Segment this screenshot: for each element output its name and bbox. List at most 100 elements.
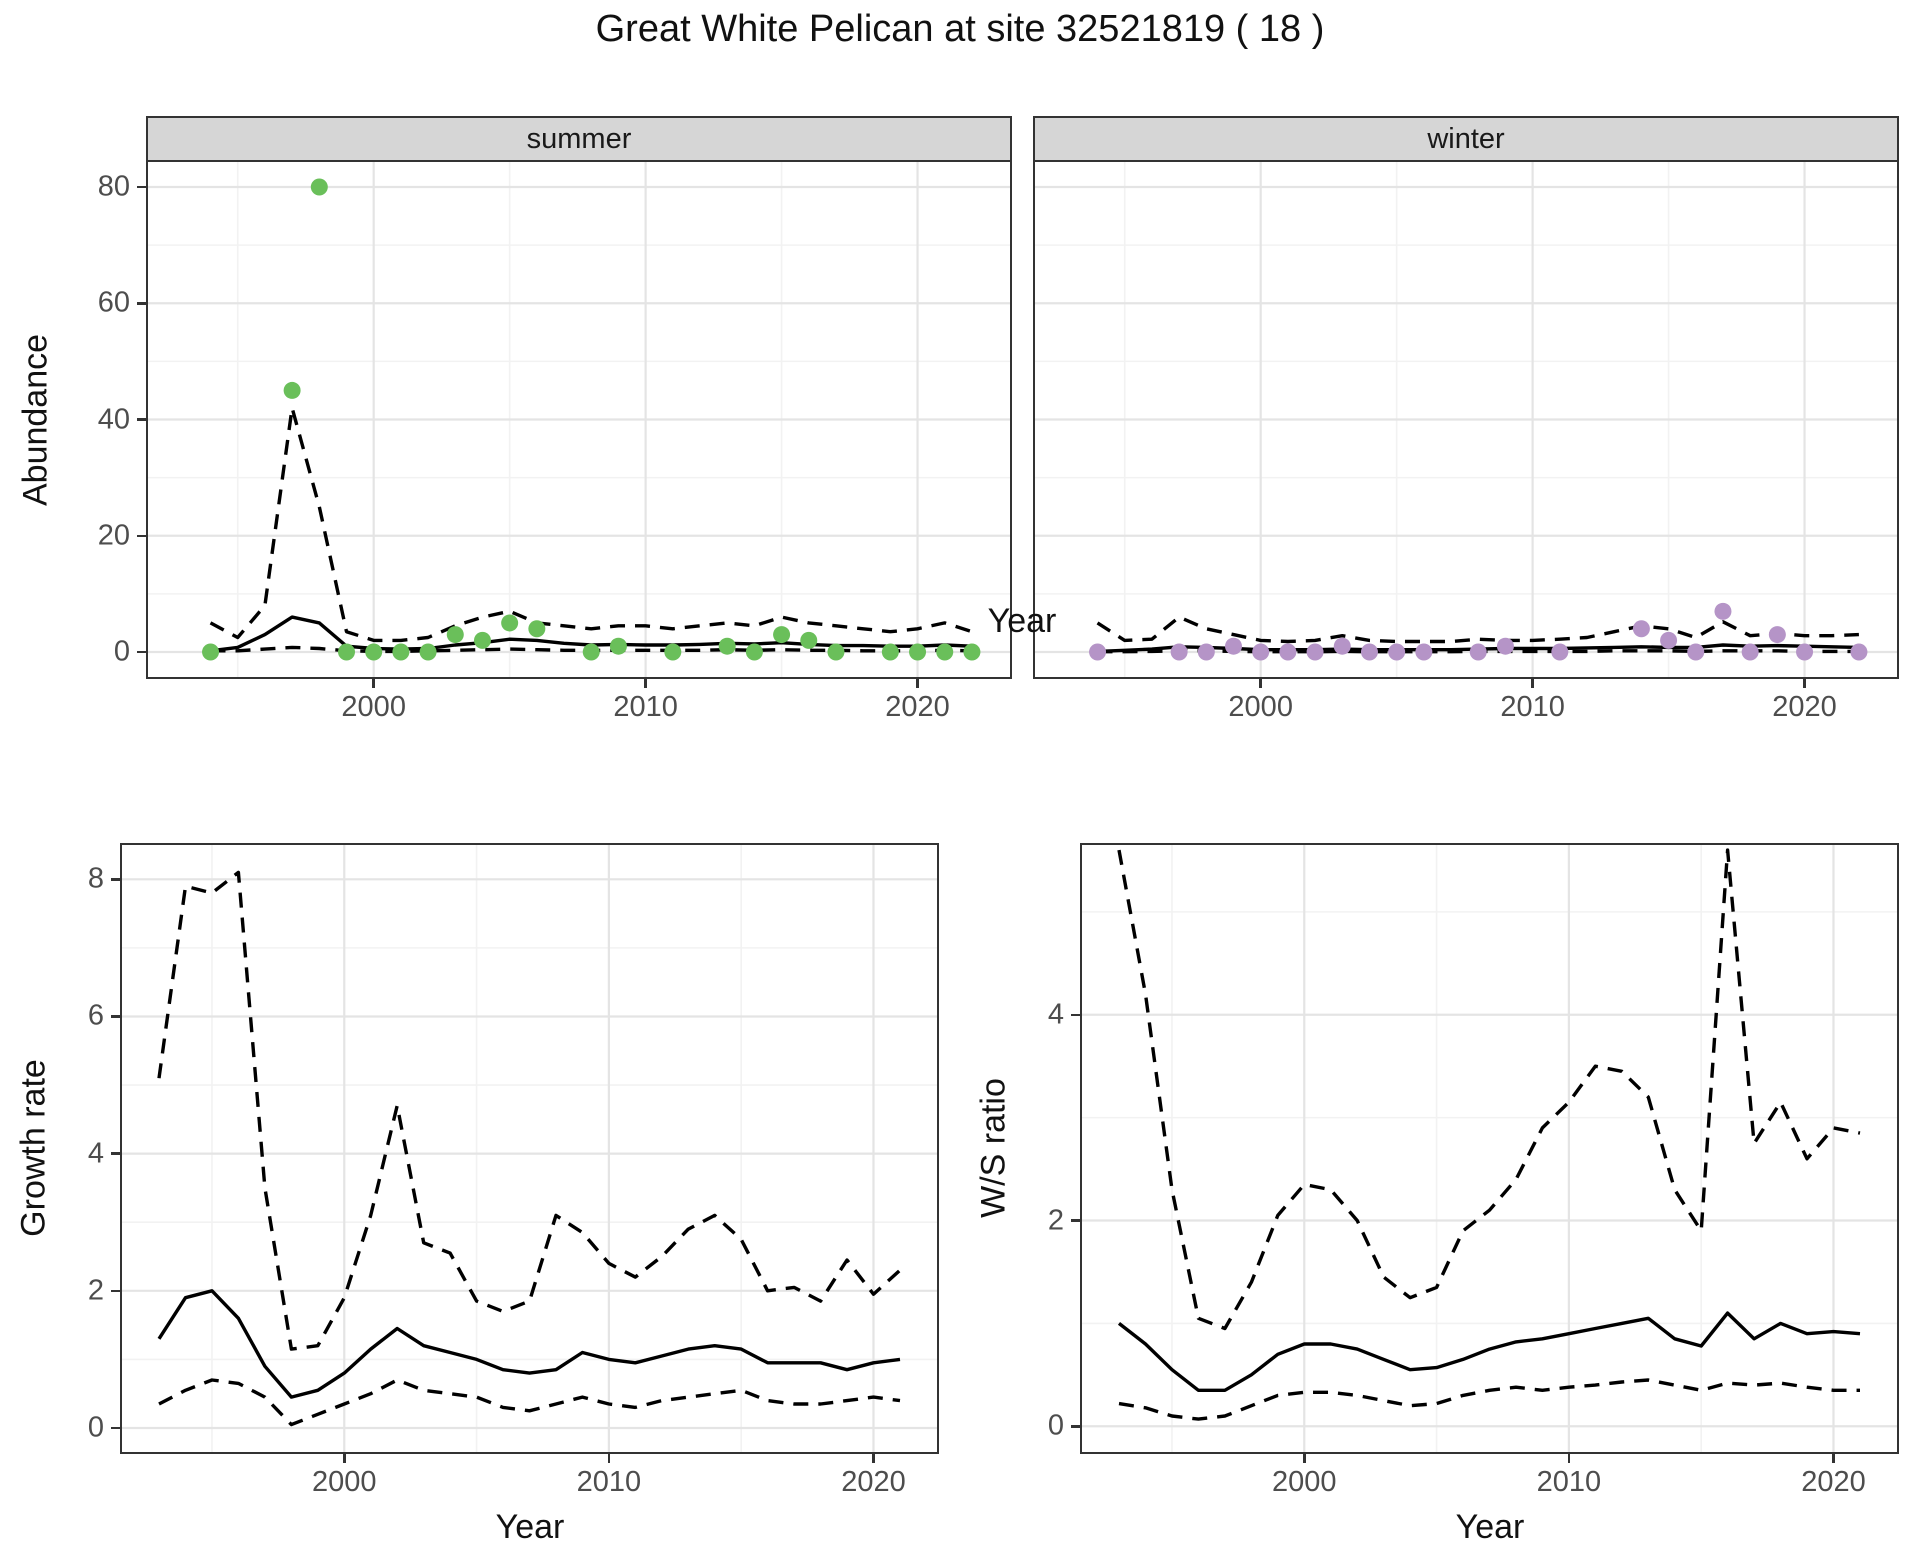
abundance_summer-data-point	[800, 631, 818, 649]
x-tick-label: 2000	[1272, 1466, 1337, 1498]
ws_ratio-mean-line	[1117, 1311, 1861, 1392]
abundance_summer-data-point	[365, 643, 383, 661]
year-axis-title-bottom-left: Year	[495, 1508, 565, 1546]
abundance_winter-data-point	[1551, 643, 1569, 661]
y-tick-mark	[137, 650, 146, 654]
x-tick-label: 2000	[312, 1466, 377, 1498]
abundance_winter-data-point	[1469, 643, 1487, 661]
abundance_summer-data-point	[909, 643, 927, 661]
x-tick-label: 2000	[341, 691, 406, 723]
y-tick-label: 0	[113, 635, 130, 668]
x-tick-mark	[1303, 1454, 1306, 1463]
abundance_winter-data-point	[1660, 631, 1678, 649]
abundance_summer-data-point	[773, 626, 791, 644]
abundance_summer-data-point	[936, 643, 954, 661]
abundance_winter-data-point	[1415, 643, 1433, 661]
y-tick-mark	[111, 1015, 120, 1018]
year-axis-title-top: Year	[987, 602, 1057, 640]
abundance_winter-data-point	[1632, 620, 1650, 638]
x-tick-label: 2010	[1536, 1466, 1602, 1498]
abundance_winter-data-point	[1687, 643, 1705, 661]
x-tick-label: 2020	[1772, 691, 1837, 723]
abundance_summer-data-point	[310, 178, 328, 196]
abundance_summer-data-point	[338, 643, 356, 661]
x-tick-mark	[644, 679, 647, 688]
y-tick-mark	[111, 1152, 120, 1155]
abundance_summer-data-point	[392, 643, 410, 661]
abundance-axis-title: Abundance	[16, 333, 55, 507]
abundance_summer-data-point	[745, 643, 763, 661]
y-tick-label: 80	[97, 170, 130, 203]
x-tick-mark	[607, 1454, 611, 1463]
abundance_summer-data-point	[202, 643, 220, 661]
ws_ratio-lower-ci-line	[1118, 1378, 1860, 1421]
y-tick-label: 60	[97, 286, 130, 319]
abundance_winter-data-point	[1279, 643, 1297, 661]
ws-ratio-panel	[1082, 845, 1897, 1452]
abundance-summer-panel	[148, 162, 1010, 677]
y-tick-label: 40	[97, 403, 130, 435]
y-tick-mark	[1071, 1013, 1080, 1017]
y-tick-mark	[137, 418, 146, 421]
abundance_winter-data-point	[1306, 643, 1324, 661]
abundance_summer-data-point	[881, 643, 899, 661]
ws-ratio-axis-title: W/S ratio	[974, 1078, 1013, 1218]
x-tick-mark	[916, 679, 919, 688]
y-tick-mark	[1071, 1219, 1080, 1222]
growth-rate-axis-title: Growth rate	[14, 1059, 53, 1237]
abundance_summer-data-point	[283, 381, 301, 399]
abundance_winter-upper-ci-line	[1096, 615, 1859, 644]
abundance_winter-data-point	[1388, 643, 1406, 661]
x-tick-mark	[1259, 679, 1262, 688]
x-tick-mark	[1531, 679, 1534, 688]
x-tick-mark	[1832, 1454, 1835, 1463]
abundance_winter-data-point	[1252, 643, 1270, 661]
y-tick-label: 6	[87, 999, 104, 1032]
abundance_summer-data-point	[664, 643, 682, 661]
growth_rate-mean-line	[157, 1289, 901, 1399]
abundance_winter-data-point	[1170, 643, 1188, 661]
y-tick-mark	[137, 302, 146, 305]
abundance_winter-data-point	[1768, 626, 1786, 644]
abundance-winter-panel	[1035, 162, 1897, 677]
abundance_winter-data-point	[1496, 637, 1514, 655]
abundance_summer-data-point	[582, 643, 600, 661]
y-tick-label: 2	[87, 1274, 104, 1307]
x-tick-label: 2010	[1500, 691, 1565, 723]
x-tick-mark	[343, 1454, 346, 1463]
x-tick-label: 2020	[841, 1466, 906, 1498]
y-tick-label: 20	[97, 519, 130, 552]
page-title: Great White Pelican at site 32521819 ( 1…	[595, 8, 1325, 50]
y-tick-mark	[137, 185, 146, 189]
growth-rate-panel	[122, 845, 937, 1452]
abundance_summer-data-point	[827, 643, 845, 661]
facet-strip-summer: summer	[146, 116, 1012, 162]
x-tick-label: 2020	[1801, 1466, 1866, 1498]
x-tick-label: 2020	[885, 691, 950, 723]
y-tick-mark	[137, 534, 146, 538]
abundance_summer-data-point	[528, 620, 546, 638]
x-tick-label: 2010	[613, 691, 678, 723]
y-tick-mark	[1071, 1425, 1080, 1428]
abundance_summer-data-point	[609, 637, 627, 655]
growth_rate-upper-ci-line	[157, 870, 902, 1351]
y-tick-mark	[111, 1289, 120, 1293]
x-tick-mark	[1803, 679, 1806, 688]
x-tick-label: 2010	[576, 1466, 642, 1498]
y-tick-mark	[111, 1426, 120, 1430]
growth_rate-lower-ci-line	[158, 1378, 901, 1427]
abundance_winter-data-point	[1850, 643, 1868, 661]
ws_ratio-upper-ci-line	[1117, 848, 1861, 1331]
facet-strip-winter: winter	[1033, 116, 1899, 162]
facet-strip-winter-label: winter	[1427, 122, 1505, 155]
y-tick-label: 0	[1047, 1409, 1064, 1442]
y-tick-label: 4	[87, 1137, 104, 1170]
y-tick-label: 4	[1047, 998, 1064, 1031]
abundance_winter-data-point	[1089, 643, 1107, 661]
abundance_summer-data-point	[501, 614, 519, 632]
abundance_winter-data-point	[1714, 602, 1732, 620]
year-axis-title-bottom-right: Year	[1455, 1508, 1525, 1546]
abundance_summer-data-point	[446, 626, 464, 644]
facet-strip-summer-label: summer	[526, 122, 632, 155]
